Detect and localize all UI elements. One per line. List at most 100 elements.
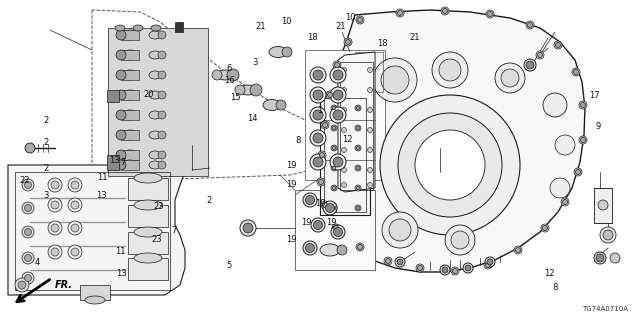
Circle shape (240, 220, 256, 236)
Text: 6: 6 (227, 64, 232, 73)
Circle shape (398, 113, 502, 217)
Circle shape (486, 262, 490, 268)
Ellipse shape (116, 130, 126, 140)
Circle shape (22, 179, 34, 191)
Circle shape (313, 110, 323, 120)
Circle shape (536, 51, 544, 59)
Circle shape (397, 11, 403, 15)
Polygon shape (8, 165, 185, 295)
Circle shape (15, 278, 29, 292)
Circle shape (451, 231, 469, 249)
Circle shape (389, 219, 411, 241)
Text: 2: 2 (206, 196, 211, 204)
Circle shape (342, 87, 346, 92)
Circle shape (158, 91, 166, 99)
Ellipse shape (134, 227, 162, 237)
Circle shape (330, 67, 346, 83)
Circle shape (331, 205, 337, 211)
Ellipse shape (116, 110, 126, 120)
Circle shape (313, 70, 323, 80)
Text: 13: 13 (109, 156, 119, 165)
Circle shape (212, 70, 222, 80)
Circle shape (452, 268, 458, 274)
Ellipse shape (121, 90, 139, 100)
Text: 18: 18 (307, 33, 317, 42)
Circle shape (515, 247, 520, 252)
Polygon shape (338, 52, 375, 192)
Ellipse shape (121, 50, 139, 60)
Text: 2: 2 (44, 138, 49, 147)
Bar (107, 155, 119, 170)
Circle shape (314, 220, 323, 229)
Bar (295, 190, 375, 270)
Circle shape (342, 182, 346, 188)
Ellipse shape (116, 30, 126, 40)
Circle shape (51, 181, 59, 189)
Ellipse shape (149, 71, 161, 79)
Text: 20: 20 (143, 90, 154, 99)
Circle shape (486, 10, 494, 18)
Circle shape (22, 202, 34, 214)
Ellipse shape (149, 111, 161, 119)
Circle shape (327, 132, 343, 148)
Circle shape (51, 224, 59, 232)
Text: 22: 22 (19, 176, 29, 185)
Text: FR.: FR. (55, 280, 73, 290)
Circle shape (488, 12, 493, 17)
Text: 19: 19 (286, 161, 296, 170)
Circle shape (373, 58, 417, 102)
Circle shape (485, 257, 495, 267)
Circle shape (311, 218, 325, 232)
Circle shape (321, 121, 329, 129)
Bar (128, 205, 168, 227)
Circle shape (579, 101, 587, 109)
Circle shape (317, 178, 325, 186)
Circle shape (326, 204, 335, 212)
Circle shape (48, 198, 62, 212)
Bar (324, 98, 366, 212)
Ellipse shape (149, 51, 161, 59)
Circle shape (51, 201, 59, 209)
Circle shape (24, 275, 31, 282)
Circle shape (24, 204, 31, 212)
Circle shape (330, 107, 346, 123)
Circle shape (355, 205, 361, 211)
Text: 2: 2 (44, 116, 49, 124)
Circle shape (22, 272, 34, 284)
Ellipse shape (121, 30, 139, 40)
Bar (121, 70, 139, 80)
Ellipse shape (121, 150, 139, 160)
Bar (121, 110, 139, 120)
Circle shape (327, 170, 343, 186)
Circle shape (395, 257, 405, 267)
Circle shape (331, 165, 337, 171)
Ellipse shape (121, 70, 139, 80)
Circle shape (598, 200, 608, 210)
Circle shape (342, 68, 346, 73)
Bar (108, 28, 208, 176)
Circle shape (313, 157, 323, 167)
Circle shape (355, 125, 361, 131)
Circle shape (355, 145, 361, 151)
Circle shape (356, 146, 360, 150)
Circle shape (600, 227, 616, 243)
Circle shape (367, 87, 372, 92)
Circle shape (342, 167, 346, 172)
Circle shape (310, 130, 326, 146)
Circle shape (24, 228, 31, 236)
Circle shape (342, 108, 346, 113)
Circle shape (333, 226, 339, 230)
Circle shape (227, 69, 239, 81)
Bar (128, 258, 168, 280)
Circle shape (367, 148, 372, 153)
Circle shape (342, 148, 346, 153)
Bar (107, 90, 119, 102)
Ellipse shape (149, 151, 161, 159)
Circle shape (333, 110, 343, 120)
Circle shape (524, 59, 536, 71)
Ellipse shape (115, 25, 125, 31)
Circle shape (331, 145, 337, 151)
Circle shape (514, 246, 522, 254)
Circle shape (235, 85, 245, 95)
Circle shape (158, 151, 166, 159)
